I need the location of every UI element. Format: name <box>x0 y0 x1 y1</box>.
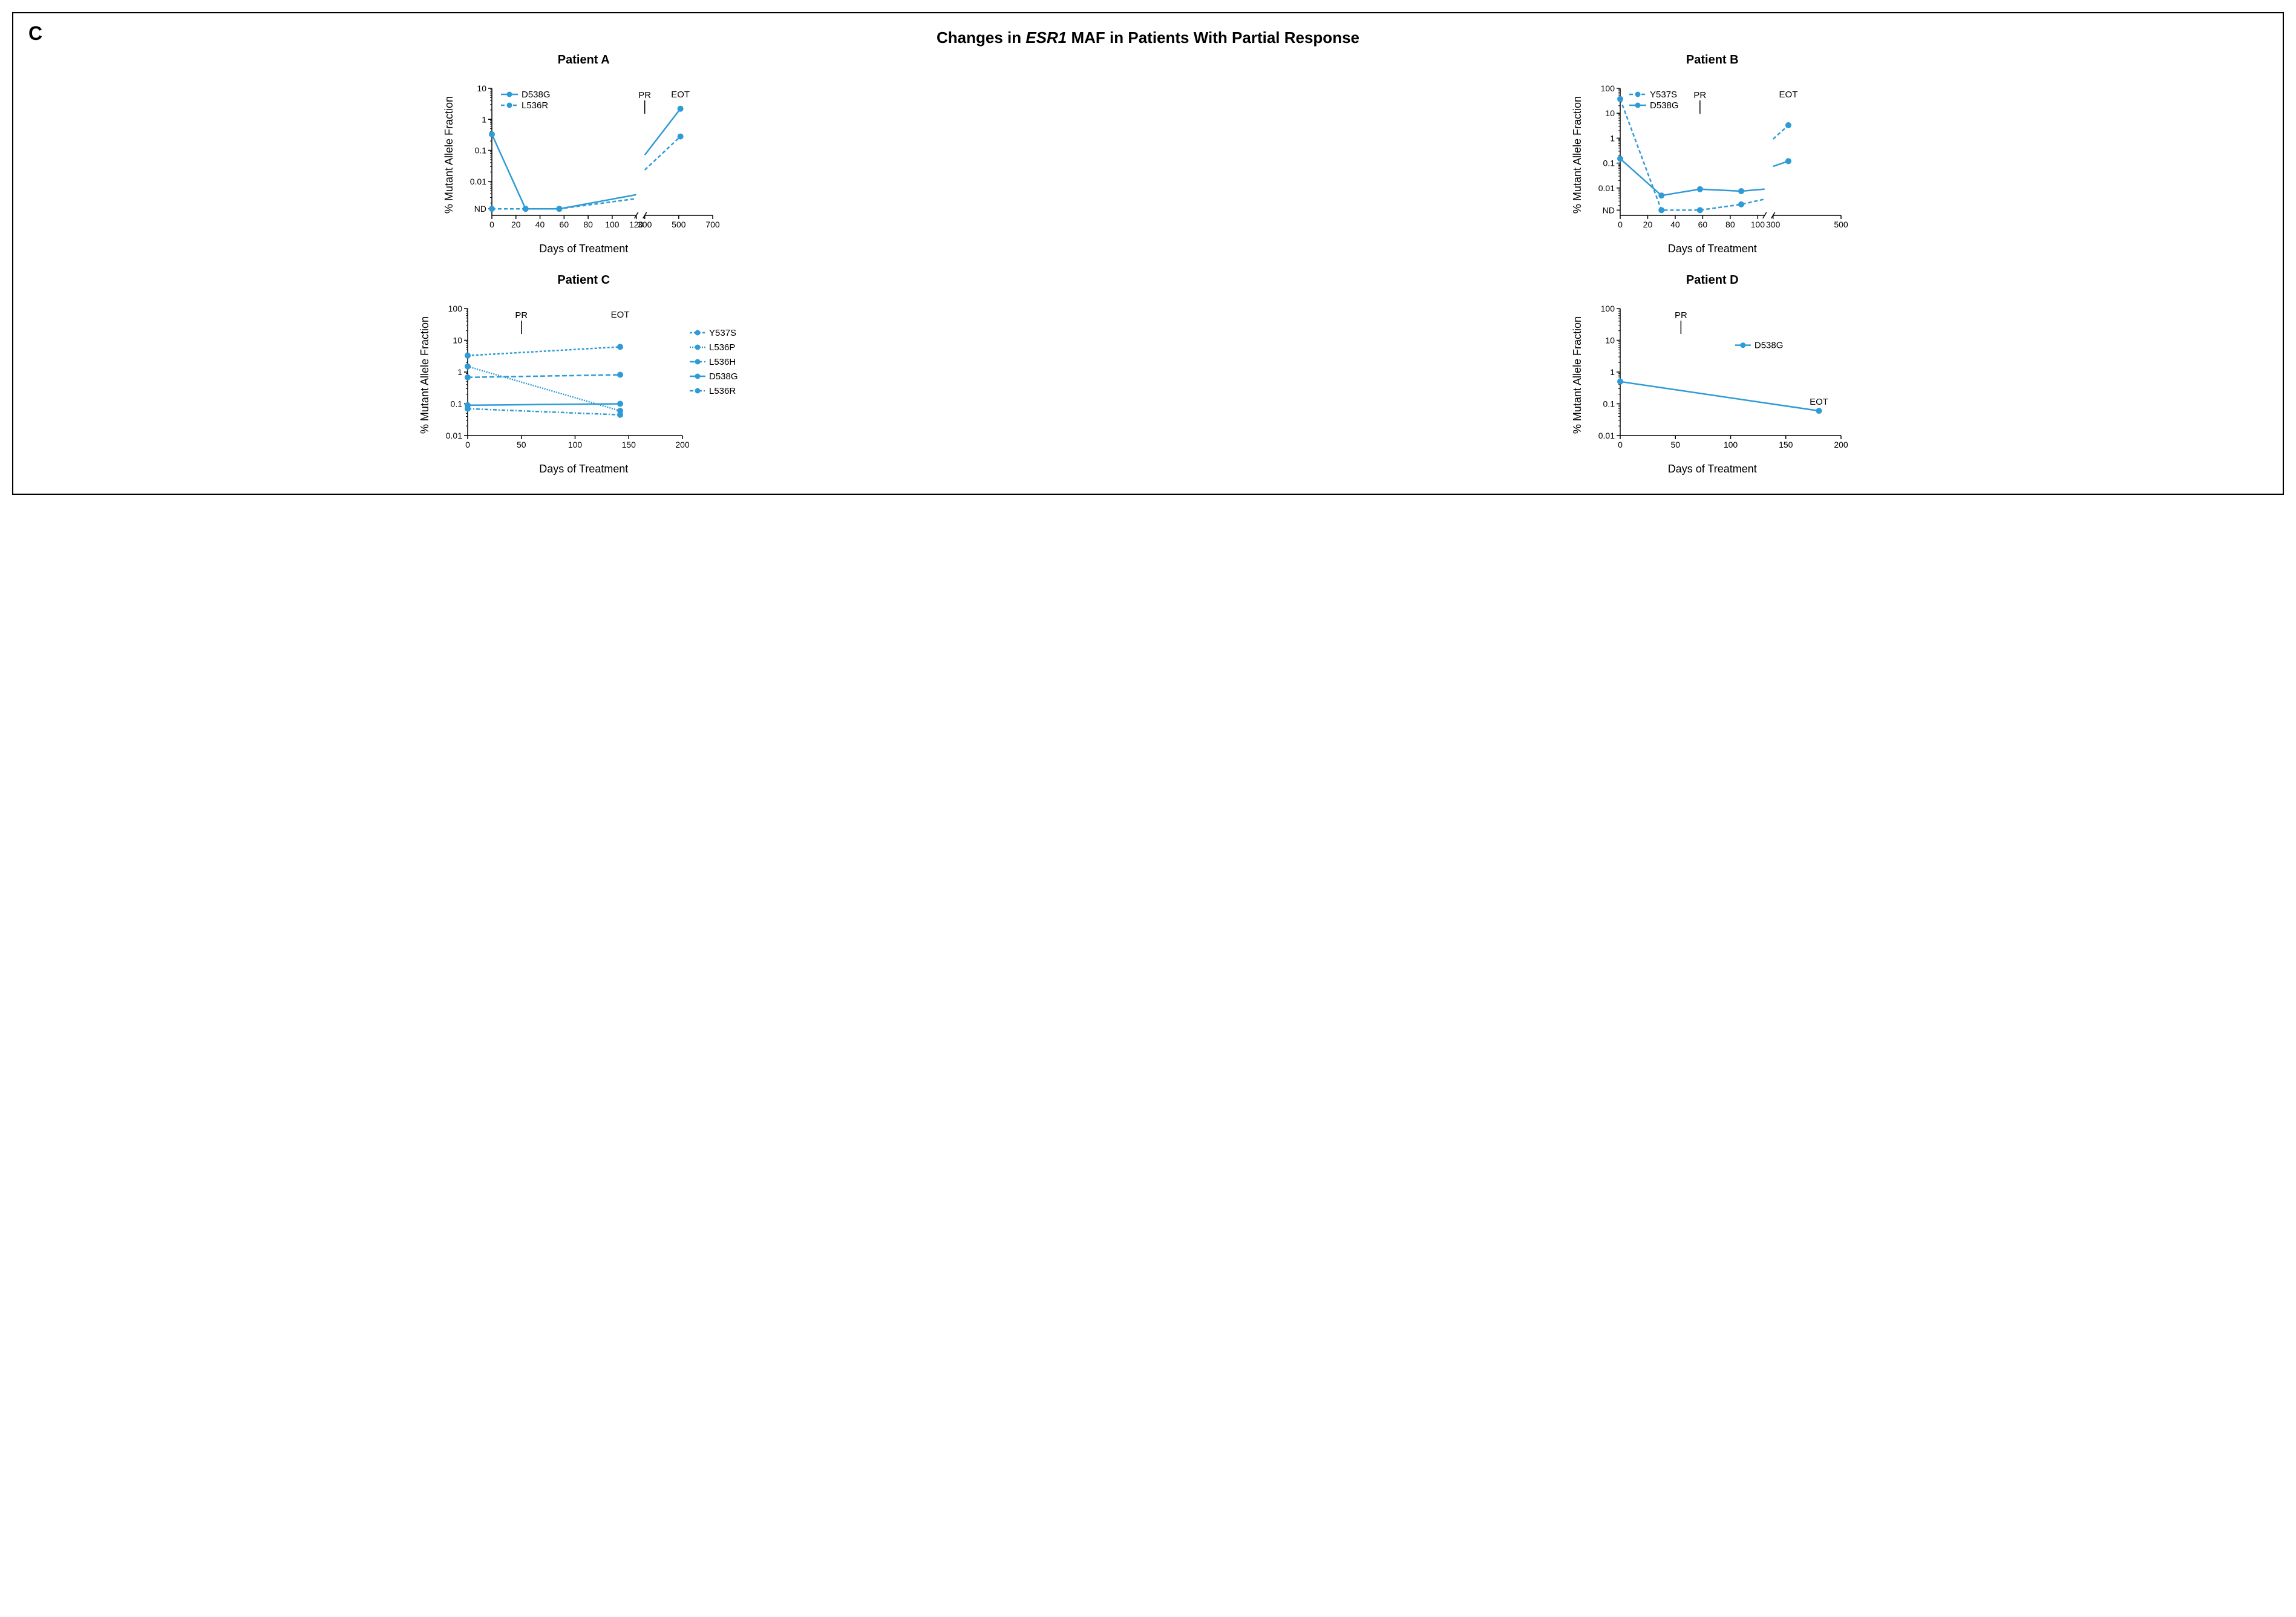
title-suffix: MAF in Patients With Partial Response <box>1067 28 1359 47</box>
svg-text:EOT: EOT <box>610 310 629 320</box>
svg-text:PR: PR <box>1694 90 1707 100</box>
svg-text:10: 10 <box>477 83 486 93</box>
svg-text:1: 1 <box>1610 367 1615 377</box>
svg-text:PR: PR <box>1675 310 1687 321</box>
svg-text:500: 500 <box>1834 220 1849 229</box>
panel-letter: C <box>28 22 42 45</box>
svg-text:1: 1 <box>457 367 462 377</box>
svg-text:500: 500 <box>672 220 686 229</box>
svg-text:100: 100 <box>605 220 620 229</box>
svg-text:L536H: L536H <box>709 357 736 367</box>
svg-text:0.1: 0.1 <box>1603 399 1615 409</box>
svg-text:D538G: D538G <box>522 90 551 100</box>
svg-text:40: 40 <box>1670 220 1680 229</box>
panel-b-xlabel: Days of Treatment <box>1668 243 1757 255</box>
svg-text:100: 100 <box>1751 220 1765 229</box>
main-title: Changes in ESR1 MAF in Patients With Par… <box>31 28 2265 47</box>
svg-text:80: 80 <box>1725 220 1735 229</box>
svg-text:1: 1 <box>1610 133 1615 143</box>
svg-text:PR: PR <box>638 90 651 100</box>
panel-b: Patient B % Mutant Allele Fraction 0.01 0… <box>1160 53 2265 255</box>
panel-c-ylabel: % Mutant Allele Fraction <box>419 316 431 434</box>
svg-text:0.01: 0.01 <box>470 177 486 186</box>
svg-text:0: 0 <box>1618 440 1623 449</box>
svg-text:50: 50 <box>517 440 526 449</box>
panel-a-chart-wrap: % Mutant Allele Fraction 0.01 0.1 1 10 ND0 20… <box>443 70 725 240</box>
svg-text:0: 0 <box>489 220 494 229</box>
svg-text:200: 200 <box>1834 440 1849 449</box>
svg-text:10: 10 <box>453 336 462 345</box>
panel-d-title: Patient D <box>1686 273 1739 287</box>
panel-d: Patient D % Mutant Allele Fraction 0.010… <box>1160 273 2265 475</box>
svg-text:100: 100 <box>1601 304 1615 313</box>
figure-container: C Changes in ESR1 MAF in Patients With P… <box>12 12 2284 495</box>
svg-text:10: 10 <box>1606 336 1615 345</box>
panel-c-chart-wrap: % Mutant Allele Fraction 0.01 0.1 1 10 100 0 5… <box>419 290 749 460</box>
svg-text:EOT: EOT <box>1810 397 1828 407</box>
svg-text:0: 0 <box>465 440 470 449</box>
svg-text:L536P: L536P <box>709 342 735 353</box>
svg-text:0.01: 0.01 <box>446 431 462 440</box>
panel-c-chart: 0.01 0.1 1 10 100 0 50 100 150 200 PR EOT Y537S L536P… <box>434 290 749 460</box>
svg-text:10: 10 <box>1606 108 1615 118</box>
svg-text:20: 20 <box>511 220 521 229</box>
svg-text:150: 150 <box>621 440 636 449</box>
svg-text:80: 80 <box>583 220 593 229</box>
svg-text:ND: ND <box>1603 205 1615 215</box>
panel-b-ylabel: % Mutant Allele Fraction <box>1571 96 1584 214</box>
svg-text:0.1: 0.1 <box>1603 158 1615 168</box>
panel-a-xlabel: Days of Treatment <box>539 243 628 255</box>
svg-text:EOT: EOT <box>671 90 690 100</box>
svg-text:PR: PR <box>515 310 528 321</box>
panel-a-title: Patient A <box>558 53 610 67</box>
svg-text:0.1: 0.1 <box>450 399 462 409</box>
panel-c: Patient C % Mutant Allele Fraction 0.010… <box>31 273 1136 475</box>
title-gene: ESR1 <box>1025 28 1067 47</box>
svg-text:150: 150 <box>1779 440 1793 449</box>
panel-d-xlabel: Days of Treatment <box>1668 463 1757 475</box>
panel-a: Patient A % Mutant Allele Fraction 0.01 0… <box>31 53 1136 255</box>
svg-text:100: 100 <box>1601 83 1615 93</box>
svg-text:60: 60 <box>559 220 569 229</box>
panel-b-chart: 0.010.1110100ND020406080100300500PREOTY5… <box>1587 70 1853 240</box>
svg-text:D538G: D538G <box>1650 100 1679 111</box>
svg-text:100: 100 <box>568 440 583 449</box>
svg-text:EOT: EOT <box>1779 90 1798 100</box>
svg-text:Y537S: Y537S <box>709 328 736 338</box>
chart-grid: Patient A % Mutant Allele Fraction 0.010… <box>31 53 2265 475</box>
svg-text:0.1: 0.1 <box>474 146 486 155</box>
panel-d-ylabel: % Mutant Allele Fraction <box>1571 316 1584 434</box>
svg-text:L536R: L536R <box>522 100 548 111</box>
panel-d-chart: 0.01 0.1 1 10 100 0 50 100 150 200 PR EOT D538G <box>1587 290 1853 460</box>
svg-text:40: 40 <box>535 220 545 229</box>
svg-text:0: 0 <box>1618 220 1623 229</box>
svg-text:Y537S: Y537S <box>1650 90 1677 100</box>
title-prefix: Changes in <box>937 28 1025 47</box>
svg-text:L536R: L536R <box>709 386 736 396</box>
svg-text:0.01: 0.01 <box>1598 183 1615 193</box>
svg-text:700: 700 <box>705 220 720 229</box>
panel-d-chart-wrap: % Mutant Allele Fraction 0.01 0.1 1 10 100 0 5… <box>1571 290 1853 460</box>
svg-text:300: 300 <box>638 220 652 229</box>
panel-a-ylabel: % Mutant Allele Fraction <box>443 96 456 214</box>
panel-b-chart-wrap: % Mutant Allele Fraction 0.01 0.1 1 10 100 ND… <box>1571 70 1853 240</box>
svg-text:D538G: D538G <box>1755 341 1784 351</box>
svg-text:100: 100 <box>448 304 462 313</box>
svg-text:ND: ND <box>474 204 486 214</box>
svg-text:60: 60 <box>1698 220 1708 229</box>
svg-text:20: 20 <box>1643 220 1653 229</box>
panel-c-xlabel: Days of Treatment <box>539 463 628 475</box>
svg-text:D538G: D538G <box>709 371 738 382</box>
svg-text:0.01: 0.01 <box>1598 431 1615 440</box>
panel-c-title: Patient C <box>557 273 610 287</box>
svg-text:1: 1 <box>482 114 486 124</box>
panel-b-title: Patient B <box>1686 53 1739 67</box>
svg-text:300: 300 <box>1766 220 1781 229</box>
panel-a-chart: 0.010.1110ND020406080100120300500700PREO… <box>459 70 725 240</box>
svg-text:50: 50 <box>1671 440 1681 449</box>
svg-text:100: 100 <box>1724 440 1738 449</box>
svg-text:200: 200 <box>675 440 690 449</box>
